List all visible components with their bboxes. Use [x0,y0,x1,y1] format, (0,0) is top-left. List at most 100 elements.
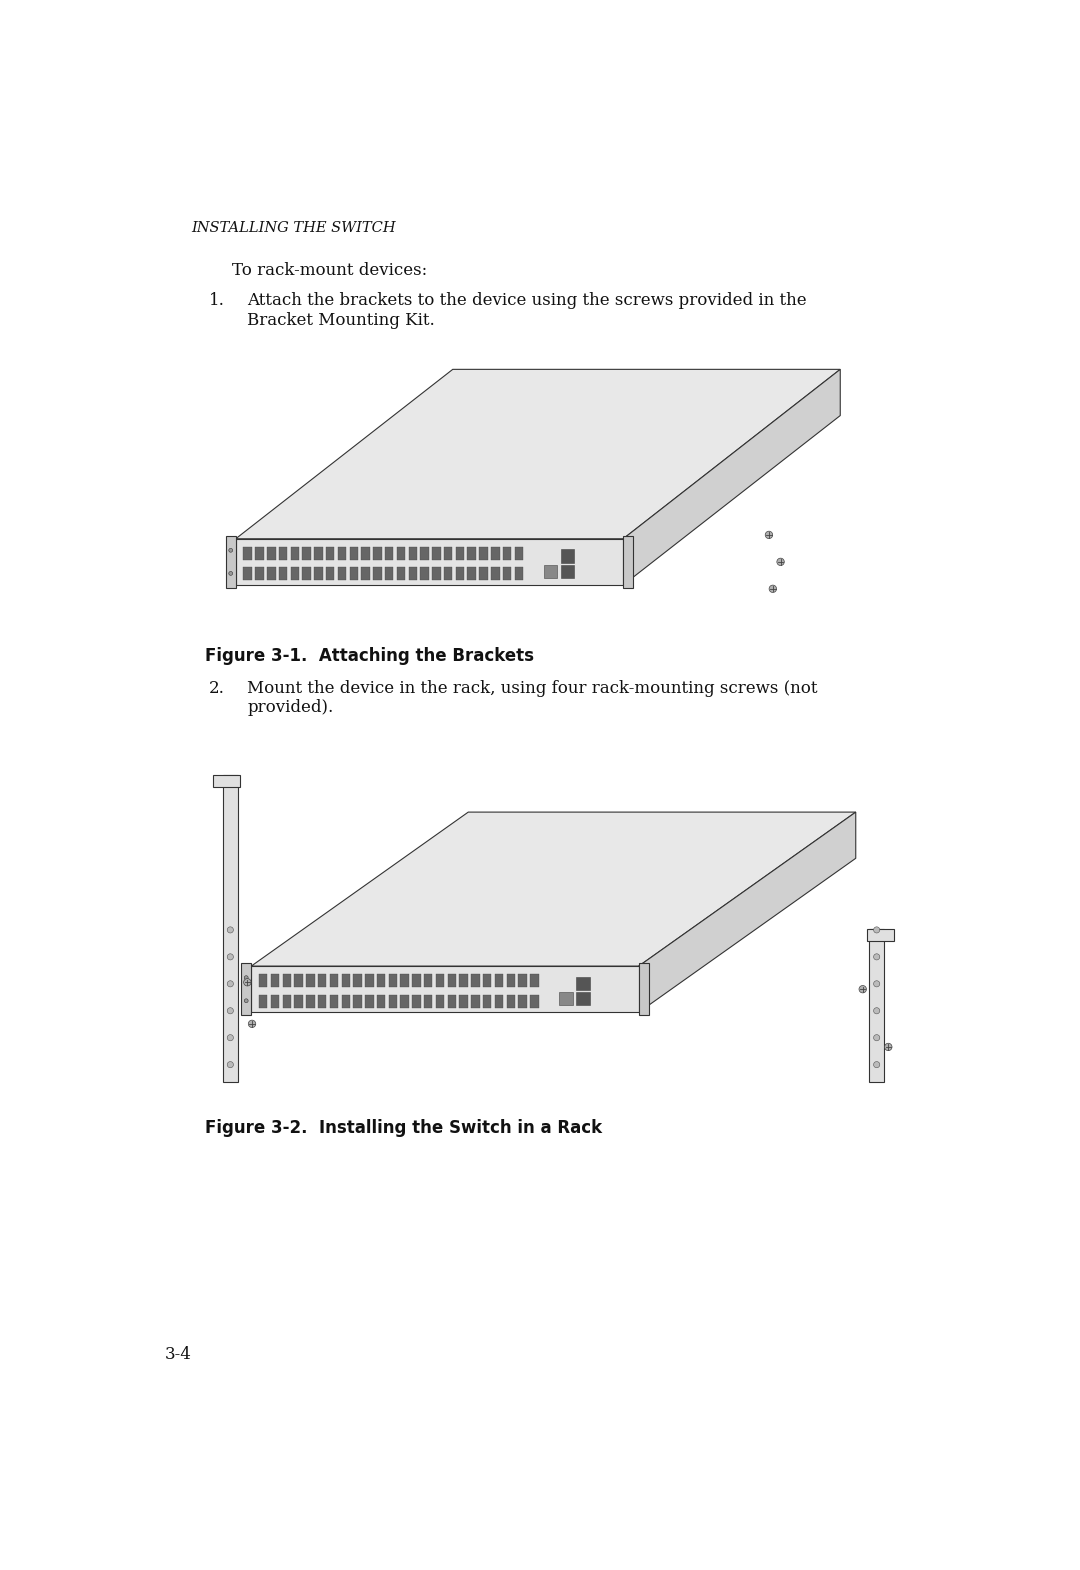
Polygon shape [480,546,488,560]
Polygon shape [432,546,441,560]
Circle shape [227,1008,233,1014]
Circle shape [227,955,233,959]
Polygon shape [252,966,638,1013]
Polygon shape [456,546,464,560]
Polygon shape [518,975,527,988]
Polygon shape [267,567,275,581]
Circle shape [874,926,880,933]
Circle shape [227,926,233,933]
Polygon shape [436,995,444,1008]
Polygon shape [255,567,264,581]
Polygon shape [396,567,405,581]
Polygon shape [283,975,291,988]
Polygon shape [329,975,338,988]
Text: Figure 3-1.  Attaching the Brackets: Figure 3-1. Attaching the Brackets [205,647,534,664]
Polygon shape [483,995,491,1008]
Polygon shape [396,546,405,560]
Polygon shape [341,975,350,988]
Polygon shape [279,546,287,560]
Bar [561,550,575,564]
Polygon shape [459,995,468,1008]
Polygon shape [302,567,311,581]
Polygon shape [468,546,476,560]
Polygon shape [424,995,432,1008]
Text: INSTALLING THE SWITCH: INSTALLING THE SWITCH [191,221,395,236]
Polygon shape [420,546,429,560]
Polygon shape [271,995,280,1008]
Polygon shape [436,975,444,988]
Polygon shape [495,995,503,1008]
Polygon shape [326,546,335,560]
Circle shape [769,586,777,592]
Polygon shape [302,546,311,560]
Polygon shape [869,929,885,1082]
Polygon shape [444,546,453,560]
Polygon shape [295,995,302,1008]
Polygon shape [514,546,523,560]
Circle shape [248,1020,256,1027]
Text: 1.: 1. [208,292,225,309]
Polygon shape [252,812,855,966]
Polygon shape [291,567,299,581]
Polygon shape [480,567,488,581]
Polygon shape [243,567,252,581]
Circle shape [777,559,784,565]
Polygon shape [226,535,235,589]
Polygon shape [507,995,515,1008]
Polygon shape [306,995,314,1008]
Polygon shape [326,567,335,581]
Polygon shape [374,567,381,581]
Polygon shape [338,567,347,581]
Polygon shape [503,567,511,581]
Polygon shape [389,995,397,1008]
Polygon shape [401,975,409,988]
Circle shape [874,955,880,959]
Polygon shape [867,929,894,940]
Polygon shape [491,546,500,560]
Polygon shape [341,995,350,1008]
Polygon shape [377,975,386,988]
Circle shape [244,975,248,980]
Polygon shape [503,546,511,560]
Polygon shape [222,776,238,1082]
Polygon shape [314,567,323,581]
Polygon shape [377,995,386,1008]
Polygon shape [638,962,649,1016]
Polygon shape [408,567,417,581]
Polygon shape [318,975,326,988]
Polygon shape [518,995,527,1008]
Polygon shape [362,546,369,560]
Polygon shape [468,567,476,581]
Polygon shape [389,975,397,988]
Polygon shape [420,567,429,581]
Polygon shape [413,975,421,988]
Text: To rack-mount devices:: To rack-mount devices: [232,262,427,278]
Circle shape [244,978,251,986]
Polygon shape [329,995,338,1008]
Polygon shape [384,546,393,560]
Polygon shape [350,546,359,560]
Bar [559,992,572,1005]
Polygon shape [295,975,302,988]
Polygon shape [243,546,252,560]
Polygon shape [350,567,359,581]
Polygon shape [259,975,268,988]
Polygon shape [235,369,840,539]
Circle shape [227,1035,233,1041]
Polygon shape [291,546,299,560]
Bar [577,992,590,1005]
Polygon shape [279,567,287,581]
Circle shape [227,981,233,988]
Text: Mount the device in the rack, using four rack-mounting screws (not
provided).: Mount the device in the rack, using four… [247,680,818,716]
Bar [544,565,557,578]
Polygon shape [318,995,326,1008]
Polygon shape [374,546,381,560]
Circle shape [874,1035,880,1041]
Polygon shape [362,567,369,581]
Circle shape [874,981,880,988]
Polygon shape [456,567,464,581]
Polygon shape [314,546,323,560]
Circle shape [766,531,772,539]
Polygon shape [424,975,432,988]
Polygon shape [338,546,347,560]
